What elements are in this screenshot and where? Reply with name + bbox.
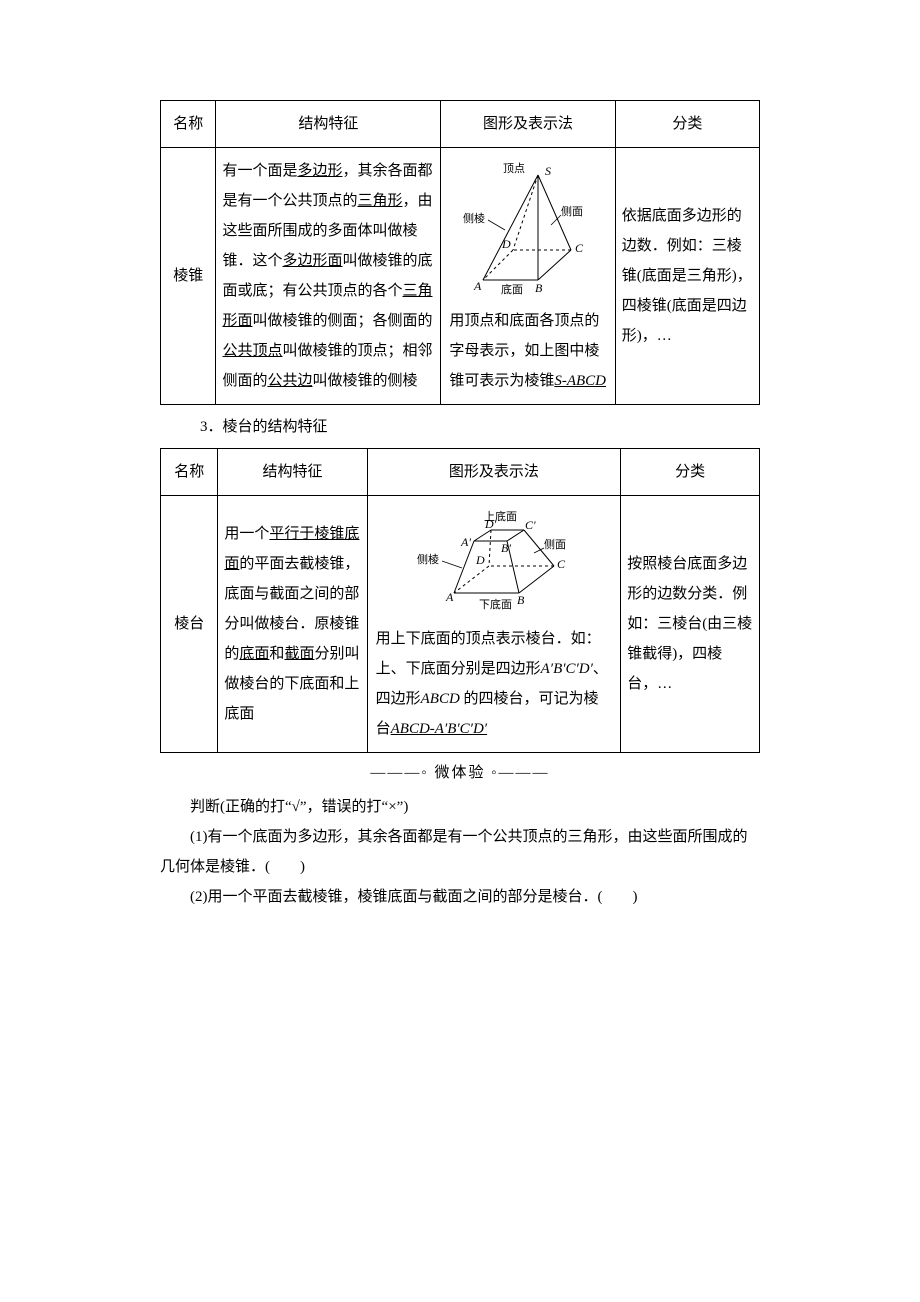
svg-text:S: S [545,164,551,178]
svg-text:B: B [535,281,543,295]
svg-text:侧棱: 侧棱 [417,553,439,566]
cell-class: 按照棱台底面多边形的边数分类．例如：三棱台(由三棱锥截得)，四棱台，… [621,495,760,752]
cell-name: 棱锥 [161,148,216,405]
question-1: (1)有一个底面为多边形，其余各面都是有一个公共顶点的三角形，由这些面所围成的几… [160,822,760,882]
page: 名称 结构特征 图形及表示法 分类 棱锥 有一个面是多边形，其余各面都是有一个公… [0,0,920,972]
th-struct: 结构特征 [216,101,441,148]
judge-intro: 判断(正确的打“√”，错误的打“×”) [160,792,760,822]
th-fig: 图形及表示法 [441,101,615,148]
svg-text:C′: C′ [525,518,536,532]
svg-text:侧面: 侧面 [544,538,566,551]
th-struct: 结构特征 [218,448,367,495]
question-2: (2)用一个平面去截棱锥，棱锥底面与截面之间的部分是棱台．( ) [160,882,760,912]
cell-fig: 顶点 S 侧棱 侧面 A B C D 底面 用顶点和底面各顶点的字母表示，如上图… [441,148,615,405]
svg-text:侧棱: 侧棱 [463,212,485,225]
fig-caption: 用上下底面的顶点表示棱台．如：上、下底面分别是四边形A′B′C′D′、四边形AB… [374,624,615,744]
svg-text:D: D [501,237,511,251]
table-pyramid: 名称 结构特征 图形及表示法 分类 棱锥 有一个面是多边形，其余各面都是有一个公… [160,100,760,405]
svg-text:D: D [475,553,485,567]
cell-name: 棱台 [161,495,218,752]
micro-experience-divider: ———◦ 微体验 ◦——— [160,761,760,782]
svg-text:A: A [445,590,454,604]
svg-text:B: B [517,593,525,607]
svg-text:C: C [575,241,584,255]
th-class: 分类 [621,448,760,495]
svg-text:C: C [557,557,566,571]
svg-text:D′: D′ [484,517,497,531]
cell-class: 依据底面多边形的边数．例如：三棱锥(底面是三角形)，四棱锥(底面是四边形)，… [615,148,759,405]
svg-text:底面: 底面 [501,282,523,296]
table-frustum: 名称 结构特征 图形及表示法 分类 棱台 用一个平行于棱锥底面的平面去截棱锥，底… [160,448,760,753]
th-name: 名称 [161,448,218,495]
svg-text:顶点: 顶点 [503,162,525,175]
cell-fig: 上底面 下底面 侧棱 侧面 A B C D A′ B′ C′ D′ 用上下底面的 [367,495,621,752]
th-fig: 图形及表示法 [367,448,621,495]
frustum-diagram: 上底面 下底面 侧棱 侧面 A B C D A′ B′ C′ D′ [399,508,589,618]
th-name: 名称 [161,101,216,148]
cell-struct: 用一个平行于棱锥底面的平面去截棱锥，底面与截面之间的部分叫做棱台．原棱锥的底面和… [218,495,367,752]
svg-text:侧面: 侧面 [561,205,583,218]
cell-struct: 有一个面是多边形，其余各面都是有一个公共顶点的三角形，由这些面所围成的多面体叫做… [216,148,441,405]
pyramid-diagram: 顶点 S 侧棱 侧面 A B C D 底面 [453,160,603,300]
fig-caption: 用顶点和底面各顶点的字母表示，如上图中棱锥可表示为棱锥S-ABCD [447,306,608,396]
svg-text:下底面: 下底面 [479,597,512,611]
section-title-frustum: 3．棱台的结构特征 [200,413,760,442]
th-class: 分类 [615,101,759,148]
svg-text:A: A [473,279,482,293]
svg-text:B′: B′ [501,541,511,555]
svg-text:A′: A′ [460,535,471,549]
